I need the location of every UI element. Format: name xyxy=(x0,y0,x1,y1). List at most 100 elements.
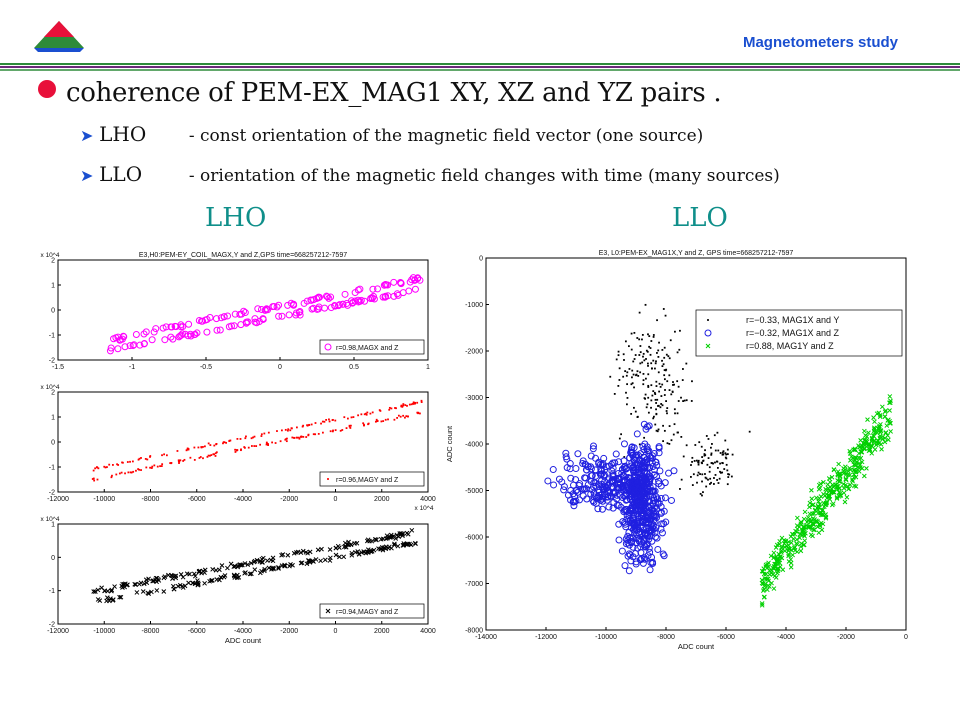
data-point xyxy=(682,455,685,458)
data-point xyxy=(650,471,658,479)
data-point xyxy=(712,462,714,465)
data-point xyxy=(879,404,885,410)
data-point xyxy=(142,328,150,336)
data-point xyxy=(714,461,716,464)
data-point xyxy=(640,554,648,562)
data-point xyxy=(592,499,600,507)
legend-label: r=0.98,MAGX and Z xyxy=(336,345,399,352)
data-point xyxy=(641,464,649,472)
data-point xyxy=(765,583,771,588)
data-point xyxy=(124,582,130,588)
y-tick-label: -1 xyxy=(49,333,55,340)
data-point xyxy=(265,441,268,444)
data-point xyxy=(817,501,823,507)
data-point xyxy=(642,372,645,375)
data-point xyxy=(724,452,727,455)
data-point xyxy=(645,358,647,360)
data-point xyxy=(658,382,661,385)
y-tick-label: 0 xyxy=(51,555,55,562)
data-point xyxy=(625,528,633,536)
x-tick-label: -12000 xyxy=(47,496,69,503)
data-point xyxy=(646,452,654,460)
data-point xyxy=(788,557,794,562)
data-point xyxy=(180,574,186,580)
data-point xyxy=(120,471,123,474)
data-point xyxy=(690,400,693,402)
data-point xyxy=(591,466,599,474)
data-point xyxy=(274,442,277,444)
y-exponent: x 10^4 xyxy=(41,252,60,259)
data-point xyxy=(600,454,608,462)
data-point xyxy=(653,495,661,503)
data-point xyxy=(613,393,616,395)
data-point xyxy=(120,585,125,590)
data-point xyxy=(622,535,630,543)
data-point xyxy=(654,423,657,426)
x-tick-label: -1.5 xyxy=(52,364,64,371)
data-point xyxy=(99,585,104,591)
data-point xyxy=(622,464,630,472)
data-point xyxy=(882,414,888,419)
data-point xyxy=(152,325,160,333)
data-point xyxy=(654,545,662,553)
y-tick-label: 1 xyxy=(51,522,55,529)
data-point xyxy=(416,401,419,404)
data-point xyxy=(369,285,377,293)
data-point xyxy=(187,571,192,577)
data-point xyxy=(104,598,109,604)
data-point xyxy=(797,535,802,541)
data-point xyxy=(663,346,666,349)
data-point xyxy=(842,464,848,470)
data-point xyxy=(673,423,676,426)
data-point xyxy=(322,557,328,563)
data-point xyxy=(846,486,852,492)
legend-label: r=−0.33, MAG1X and Y xyxy=(746,315,839,325)
chart-title: E3, L0:PEM-EX_MAG1X,Y and Z, GPS time=66… xyxy=(599,250,794,257)
data-point xyxy=(620,492,628,500)
data-point xyxy=(849,477,855,482)
data-point xyxy=(641,361,644,364)
data-point xyxy=(352,416,355,418)
data-point xyxy=(852,447,858,453)
data-point xyxy=(786,553,791,559)
data-point xyxy=(622,375,625,378)
data-point xyxy=(96,478,99,481)
data-point xyxy=(387,418,389,421)
data-point xyxy=(888,429,894,434)
data-point xyxy=(628,507,636,515)
data-point xyxy=(206,455,209,458)
x-tick-label: 0 xyxy=(334,496,338,503)
data-point xyxy=(864,434,870,439)
data-point xyxy=(663,378,666,381)
data-point xyxy=(250,445,253,447)
data-point xyxy=(582,485,590,493)
arrow-bullet-icon: ➤ xyxy=(80,166,94,185)
data-point xyxy=(387,544,392,550)
data-point xyxy=(364,538,370,544)
data-point xyxy=(722,450,725,453)
data-point xyxy=(252,558,258,564)
data-point xyxy=(134,590,140,595)
data-point xyxy=(187,448,190,451)
data-point xyxy=(709,483,711,485)
data-point xyxy=(663,369,666,371)
data-point xyxy=(618,437,621,440)
data-point xyxy=(560,486,568,494)
data-point xyxy=(594,493,602,501)
data-point xyxy=(635,536,643,544)
data-point xyxy=(296,307,304,315)
data-point xyxy=(621,505,629,513)
data-point xyxy=(676,431,679,434)
sub-bullet-llo: ➤ LLO - orientation of the magnetic fiel… xyxy=(80,162,780,186)
data-point xyxy=(150,328,158,336)
data-point xyxy=(301,425,304,428)
data-point xyxy=(856,443,861,449)
data-point xyxy=(273,303,281,311)
data-point xyxy=(647,559,655,567)
data-point xyxy=(140,469,142,471)
data-point xyxy=(149,466,152,469)
data-point xyxy=(150,578,156,584)
y-tick-label: -7000 xyxy=(465,581,483,588)
data-point xyxy=(819,527,825,533)
data-point xyxy=(579,460,587,468)
